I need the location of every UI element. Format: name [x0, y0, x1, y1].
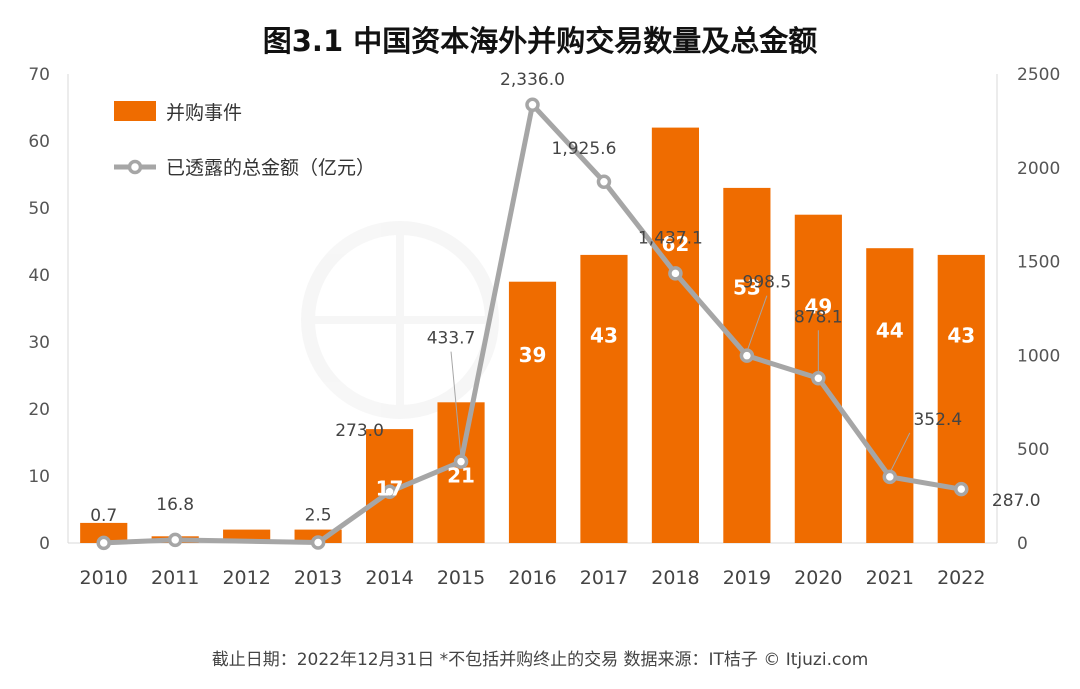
- bar-value-label: 62: [662, 232, 690, 256]
- x-tick-label: 2018: [651, 567, 699, 589]
- x-tick-label: 2015: [437, 567, 485, 589]
- x-tick-label: 2011: [151, 567, 199, 589]
- legend-swatch-marker: [127, 159, 143, 175]
- bar: [937, 254, 985, 543]
- line-point: [453, 454, 469, 469]
- bar-value-label: 44: [876, 319, 904, 343]
- bar-value-label: 39: [519, 343, 547, 367]
- line-value-label: 0.7: [90, 506, 117, 526]
- x-tick-label: 2022: [937, 567, 985, 589]
- y-right-tick-label: 1000: [1017, 346, 1060, 366]
- x-tick-label: 2013: [294, 567, 342, 589]
- x-tick-label: 2014: [365, 567, 413, 589]
- bar: [580, 254, 628, 543]
- line-value-label: 878.1: [794, 307, 843, 327]
- x-tick-label: 2021: [866, 567, 914, 589]
- y-left-tick-label: 50: [28, 199, 50, 219]
- legend-label-bars: 并购事件: [166, 102, 242, 124]
- bar-value-label: 43: [947, 324, 975, 348]
- line-value-label: 2.5: [305, 506, 332, 526]
- line-value-label: 1,437.1: [638, 228, 703, 248]
- x-tick-label: 2016: [508, 567, 556, 589]
- y-left-tick-label: 70: [28, 65, 50, 85]
- leader-line: [746, 295, 768, 352]
- line-value-label: 287.0: [992, 491, 1041, 511]
- bar: [651, 127, 700, 543]
- line-point: [525, 97, 540, 113]
- line-point: [96, 535, 111, 551]
- bar-value-label: 21: [447, 463, 475, 487]
- line-value-label: 998.5: [743, 273, 792, 293]
- bar-value-label: 17: [376, 476, 404, 500]
- y-left-tick-label: 40: [28, 266, 50, 286]
- y-right-tick-label: 500: [1017, 440, 1049, 460]
- y-right-tick-label: 2500: [1017, 65, 1060, 85]
- x-tick-label: 2020: [794, 567, 842, 589]
- leader-line: [450, 351, 462, 458]
- leader-line: [889, 432, 911, 474]
- y-left-tick-label: 10: [28, 467, 50, 487]
- x-tick-label: 2012: [222, 567, 270, 589]
- series-line: [103, 102, 962, 546]
- line-point: [668, 266, 683, 281]
- line-value-label: 273.0: [335, 421, 384, 441]
- y-right-tick-label: 2000: [1017, 159, 1060, 179]
- line-value-label: 1,925.6: [552, 139, 617, 159]
- x-tick-label: 2019: [723, 567, 771, 589]
- line-value-label: 16.8: [156, 495, 194, 515]
- x-tick-label: 2017: [580, 567, 628, 589]
- y-right-tick-label: 0: [1017, 534, 1028, 554]
- bar: [80, 522, 128, 543]
- legend-label-line: 已透露的总金额（亿元）: [166, 157, 375, 179]
- bar-value-label: 53: [733, 275, 761, 299]
- chart-title: 图3.1 中国资本海外并购交易数量及总金额: [262, 24, 818, 58]
- y-left-tick-label: 60: [28, 132, 50, 152]
- y-right-tick-label: 1500: [1017, 253, 1060, 273]
- legend-swatch-bars: [114, 101, 156, 121]
- y-left-tick-label: 20: [28, 400, 50, 420]
- bar: [508, 281, 557, 543]
- bar: [437, 402, 485, 543]
- line-point: [882, 469, 898, 485]
- watermark-logo: [301, 221, 499, 419]
- line-point: [382, 484, 397, 500]
- line-point: [739, 348, 755, 363]
- line-value-label: 352.4: [913, 410, 962, 430]
- x-tick-label: 2010: [80, 567, 128, 589]
- y-left-tick-label: 0: [39, 534, 50, 554]
- line-point: [310, 535, 326, 550]
- bar-value-label: 49: [804, 295, 832, 319]
- line-value-label: 2,336.0: [500, 70, 565, 90]
- bar-value-label: 43: [590, 324, 618, 348]
- line-point: [954, 481, 969, 497]
- line-point: [811, 371, 826, 386]
- bar: [723, 187, 771, 543]
- line-value-label: 433.7: [427, 329, 476, 349]
- bar: [866, 248, 914, 543]
- y-left-tick-label: 30: [28, 333, 50, 353]
- line-point: [167, 532, 183, 548]
- footer-note: 截止日期：2022年12月31日 *不包括并购终止的交易 数据来源：IT桔子 ©…: [211, 650, 869, 670]
- line-point: [596, 174, 612, 190]
